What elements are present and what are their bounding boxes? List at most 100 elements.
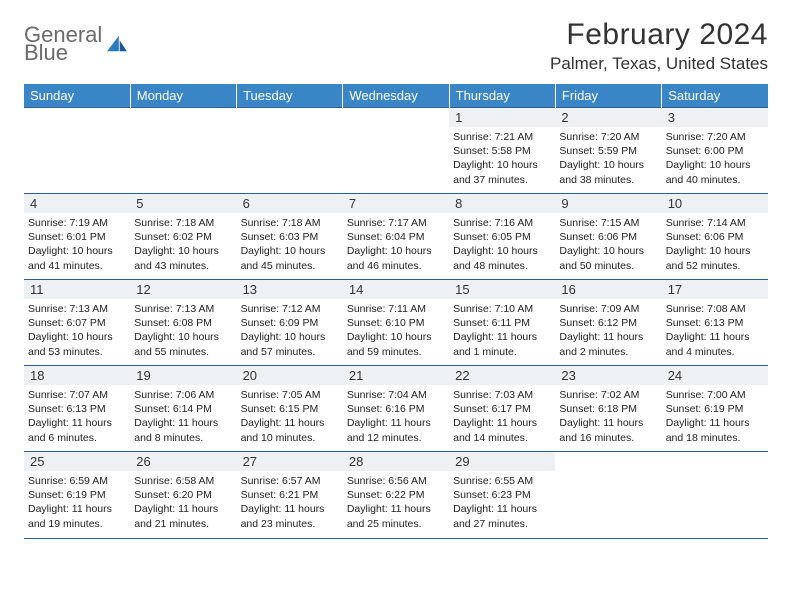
sunrise-label: Sunrise: [453, 131, 494, 143]
sunset-label: Sunset: [134, 403, 173, 415]
week-row: 4Sunrise: 7:19 AMSunset: 6:01 PMDaylight… [24, 194, 768, 280]
daylight-line: Daylight: 11 hours and 8 minutes. [134, 416, 232, 444]
sunset-line: Sunset: 6:13 PM [28, 402, 126, 416]
sunset-label: Sunset: [559, 403, 598, 415]
sunrise-value: 7:11 AM [388, 303, 426, 315]
sunset-line: Sunset: 6:07 PM [28, 316, 126, 330]
daylight-line: Daylight: 11 hours and 25 minutes. [347, 502, 445, 530]
sunrise-value: 7:13 AM [176, 303, 215, 315]
daylight-label: Daylight: [241, 417, 285, 429]
sunset-value: 6:04 PM [385, 231, 424, 243]
day-number: 6 [237, 194, 343, 213]
sunrise-value: 7:15 AM [601, 217, 640, 229]
sunrise-label: Sunrise: [453, 475, 494, 487]
sunrise-value: 7:17 AM [388, 217, 427, 229]
sunrise-line: Sunrise: 7:00 AM [666, 388, 764, 402]
sunrise-line: Sunrise: 7:21 AM [453, 130, 551, 144]
day-cell: 4Sunrise: 7:19 AMSunset: 6:01 PMDaylight… [24, 194, 130, 280]
sunrise-line: Sunrise: 7:07 AM [28, 388, 126, 402]
month-title: February 2024 [550, 18, 768, 52]
dow-thu: Thursday [449, 84, 555, 108]
daylight-label: Daylight: [453, 331, 497, 343]
sunset-line: Sunset: 6:13 PM [666, 316, 764, 330]
sunset-value: 6:06 PM [598, 231, 637, 243]
sunset-value: 6:19 PM [67, 489, 106, 501]
sunset-value: 6:07 PM [67, 317, 106, 329]
day-number: 13 [237, 280, 343, 299]
sunset-line: Sunset: 6:18 PM [559, 402, 657, 416]
sunset-label: Sunset: [666, 231, 705, 243]
sunset-label: Sunset: [666, 403, 705, 415]
sunset-value: 6:13 PM [67, 403, 106, 415]
calendar-page: General Blue February 2024 Palmer, Texas… [0, 0, 792, 555]
sunset-label: Sunset: [559, 317, 598, 329]
day-cell: 10Sunrise: 7:14 AMSunset: 6:06 PMDayligh… [662, 194, 768, 280]
sunrise-label: Sunrise: [559, 389, 600, 401]
day-details: Sunrise: 6:56 AMSunset: 6:22 PMDaylight:… [347, 474, 445, 531]
location: Palmer, Texas, United States [550, 54, 768, 74]
sunrise-label: Sunrise: [666, 303, 707, 315]
daylight-label: Daylight: [347, 417, 391, 429]
title-block: February 2024 Palmer, Texas, United Stat… [550, 18, 768, 74]
day-number: 15 [449, 280, 555, 299]
sunrise-line: Sunrise: 7:09 AM [559, 302, 657, 316]
sunset-value: 6:19 PM [704, 403, 743, 415]
sunset-label: Sunset: [134, 489, 173, 501]
sunrise-value: 7:07 AM [69, 389, 108, 401]
sunrise-value: 7:18 AM [282, 217, 321, 229]
daylight-line: Daylight: 11 hours and 23 minutes. [241, 502, 339, 530]
day-cell: 22Sunrise: 7:03 AMSunset: 6:17 PMDayligh… [449, 366, 555, 452]
sunset-line: Sunset: 6:12 PM [559, 316, 657, 330]
sunrise-label: Sunrise: [134, 475, 175, 487]
day-details: Sunrise: 7:18 AMSunset: 6:02 PMDaylight:… [134, 216, 232, 273]
day-number: 18 [24, 366, 130, 385]
daylight-label: Daylight: [241, 503, 285, 515]
daylight-line: Daylight: 11 hours and 14 minutes. [453, 416, 551, 444]
day-details: Sunrise: 7:10 AMSunset: 6:11 PMDaylight:… [453, 302, 551, 359]
sunrise-value: 7:06 AM [176, 389, 215, 401]
sunset-line: Sunset: 6:19 PM [666, 402, 764, 416]
daylight-line: Daylight: 10 hours and 59 minutes. [347, 330, 445, 358]
daylight-label: Daylight: [347, 503, 391, 515]
sunrise-label: Sunrise: [666, 217, 707, 229]
bottom-rule [24, 538, 768, 539]
sunset-line: Sunset: 6:06 PM [666, 230, 764, 244]
sunset-label: Sunset: [559, 145, 598, 157]
sunrise-value: 7:00 AM [707, 389, 746, 401]
daylight-line: Daylight: 10 hours and 48 minutes. [453, 244, 551, 272]
day-details: Sunrise: 7:03 AMSunset: 6:17 PMDaylight:… [453, 388, 551, 445]
sunset-line: Sunset: 6:03 PM [241, 230, 339, 244]
daylight-label: Daylight: [453, 503, 497, 515]
sunrise-label: Sunrise: [241, 389, 282, 401]
daylight-label: Daylight: [28, 331, 72, 343]
day-cell: 2Sunrise: 7:20 AMSunset: 5:59 PMDaylight… [555, 108, 661, 194]
day-number: 3 [662, 108, 768, 127]
day-details: Sunrise: 7:11 AMSunset: 6:10 PMDaylight:… [347, 302, 445, 359]
day-number: 1 [449, 108, 555, 127]
day-cell: 1Sunrise: 7:21 AMSunset: 5:58 PMDaylight… [449, 108, 555, 194]
sunset-value: 6:00 PM [704, 145, 743, 157]
sunrise-label: Sunrise: [134, 389, 175, 401]
sunset-line: Sunset: 6:17 PM [453, 402, 551, 416]
day-number: 14 [343, 280, 449, 299]
daylight-line: Daylight: 10 hours and 43 minutes. [134, 244, 232, 272]
daylight-line: Daylight: 11 hours and 19 minutes. [28, 502, 126, 530]
sunrise-label: Sunrise: [28, 303, 69, 315]
day-cell: 15Sunrise: 7:10 AMSunset: 6:11 PMDayligh… [449, 280, 555, 366]
day-details: Sunrise: 6:57 AMSunset: 6:21 PMDaylight:… [241, 474, 339, 531]
day-cell: 25Sunrise: 6:59 AMSunset: 6:19 PMDayligh… [24, 452, 130, 538]
sunrise-value: 7:21 AM [495, 131, 534, 143]
sunrise-label: Sunrise: [559, 303, 600, 315]
sunset-line: Sunset: 6:09 PM [241, 316, 339, 330]
daylight-label: Daylight: [666, 417, 710, 429]
day-cell: 8Sunrise: 7:16 AMSunset: 6:05 PMDaylight… [449, 194, 555, 280]
sunset-line: Sunset: 6:04 PM [347, 230, 445, 244]
sunset-value: 6:11 PM [492, 317, 530, 329]
sunset-line: Sunset: 6:23 PM [453, 488, 551, 502]
daylight-label: Daylight: [28, 245, 72, 257]
sunset-line: Sunset: 6:19 PM [28, 488, 126, 502]
day-details: Sunrise: 7:16 AMSunset: 6:05 PMDaylight:… [453, 216, 551, 273]
dow-sat: Saturday [662, 84, 768, 108]
day-number: 28 [343, 452, 449, 471]
sunset-line: Sunset: 6:11 PM [453, 316, 551, 330]
